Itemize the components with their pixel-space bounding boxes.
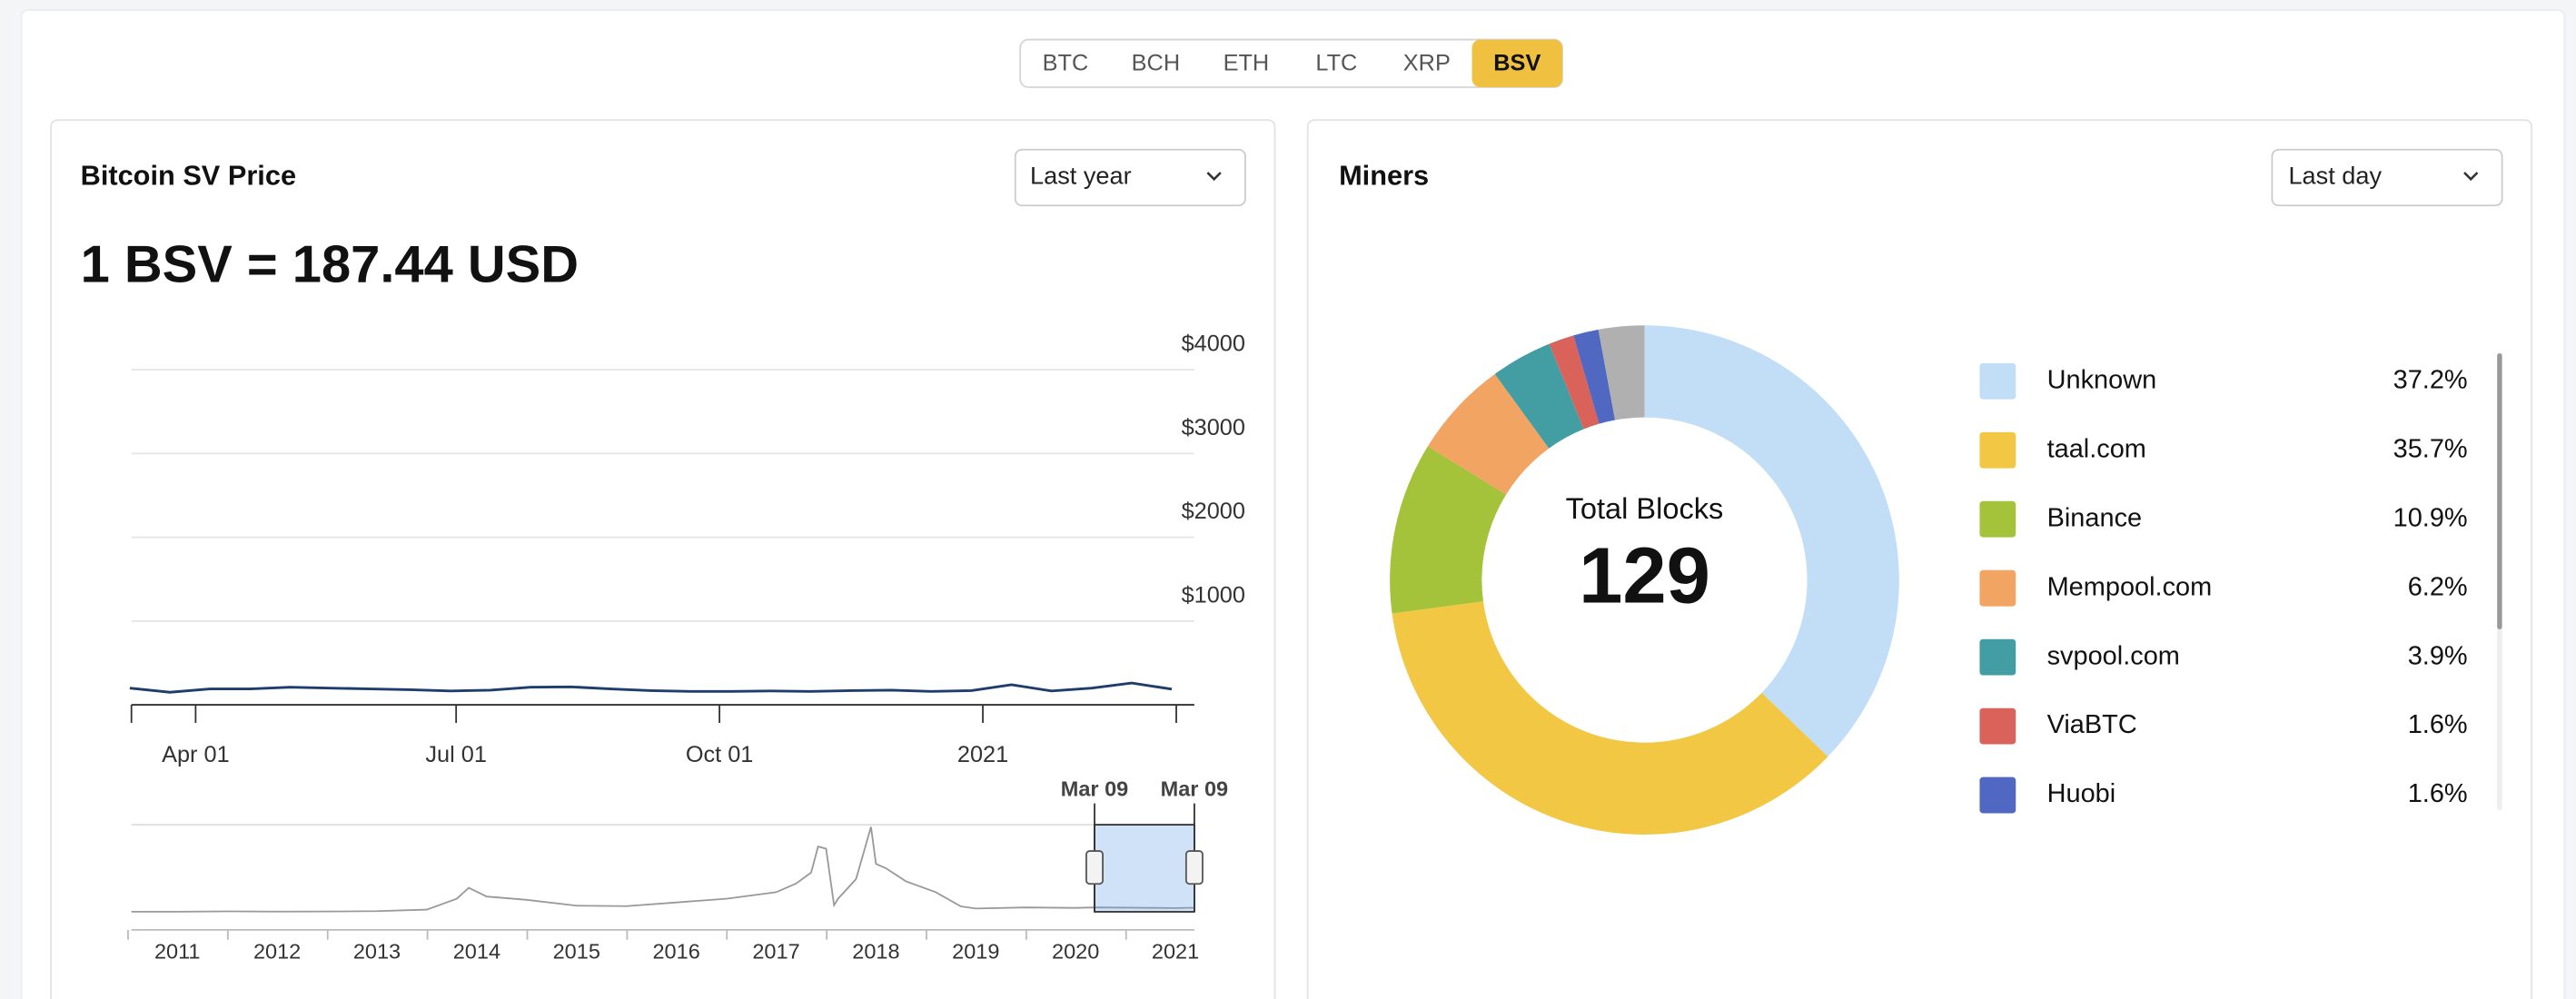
legend-swatch [1979, 638, 2016, 676]
x-tick-label: Oct 01 [686, 742, 754, 767]
dropdown-label[interactable]: Last day [2288, 162, 2382, 190]
legend-value: 35.7% [2393, 434, 2468, 463]
legend-swatch [1979, 431, 2016, 469]
legend-value: 37.2% [2393, 365, 2468, 394]
donut-slice [1392, 601, 1828, 835]
tab[interactable]: BTC [1043, 50, 1089, 75]
nav-tick-label: 2020 [1052, 939, 1099, 963]
legend-swatch [1979, 776, 2016, 814]
nav-tick-label: 2011 [154, 939, 201, 963]
y-tick-label: $1000 [1182, 582, 1245, 608]
donut-slice [1598, 325, 1645, 420]
tab[interactable]: XRP [1403, 50, 1451, 75]
miners-card [1306, 119, 2533, 999]
chevron[interactable] [2463, 172, 2479, 182]
donut-slice [1494, 343, 1584, 449]
handle[interactable] [1085, 850, 1104, 885]
selection-label: Mar 09 [1161, 776, 1228, 800]
legend-label: Mempool.com [2047, 572, 2213, 601]
nav-tick-label: 2012 [253, 939, 301, 963]
nav-tick-label: 2018 [852, 939, 899, 963]
dropdown-label[interactable]: Last year [1030, 162, 1132, 190]
legend: Unknown 37.2% taal.com 35.7% Binance 10.9% Mem… [1979, 362, 2468, 814]
legend-value: 3.9% [2408, 641, 2468, 670]
nav-tick-label: 2019 [952, 939, 999, 963]
legend-swatch [1979, 569, 2016, 607]
y-tick-label: $2000 [1182, 499, 1245, 524]
price: 1 BSV = 187.44 USD [81, 235, 579, 293]
nav-tick-label: 2021 [1152, 939, 1199, 963]
chevron[interactable] [1206, 172, 1222, 182]
donut-chart [1390, 325, 1899, 835]
legend-value: 1.6% [2408, 710, 2468, 739]
donut-slice [1644, 325, 1899, 757]
legend-value: 6.2% [2408, 572, 2468, 601]
legend-value: 1.6% [2408, 779, 2468, 808]
navigator: 2011 2012 2013 2014 2015 2016 2017 2018 2019 2020… [127, 776, 1228, 963]
nav-tick-label: 2017 [752, 939, 799, 963]
legend-label: Unknown [2047, 365, 2157, 394]
legend-label: taal.com [2047, 434, 2146, 463]
legend-swatch [1979, 500, 2016, 538]
legend-label: Huobi [2047, 779, 2116, 808]
center-label: Total Blocks [1566, 492, 1724, 525]
selection[interactable] [1094, 824, 1195, 913]
donut-slice [1573, 329, 1616, 424]
x-tick-label: Apr 01 [162, 742, 230, 767]
tab[interactable]: BCH [1132, 50, 1180, 75]
donut-slice [1390, 446, 1507, 614]
nav-tick-label: 2014 [453, 939, 500, 963]
legend-label: svpool.com [2047, 641, 2180, 670]
nav-tick-label: 2013 [353, 939, 401, 963]
card-title: Bitcoin SV Price [81, 160, 296, 192]
price-card [50, 119, 1276, 999]
tab-bar: BTC BCH ETH LTC XRP BSV [1019, 38, 1563, 88]
y-tick-label: $4000 [1182, 331, 1245, 357]
tab[interactable]: ETH [1224, 50, 1270, 75]
donut-slice [1549, 335, 1600, 430]
tab[interactable]: LTC [1315, 50, 1357, 75]
center-total: 129 [1579, 531, 1710, 619]
nav-tick-label: 2015 [553, 939, 600, 963]
x-tick-label: Jul 01 [425, 742, 487, 767]
selection-label: Mar 09 [1061, 776, 1128, 800]
legend-swatch [1979, 362, 2016, 400]
card-title: Miners [1339, 160, 1429, 192]
scroll-thumb[interactable] [2497, 353, 2502, 629]
dropdown-box[interactable] [1014, 148, 1246, 207]
nav-tick-label: 2016 [652, 939, 699, 963]
donut-slice [1427, 373, 1550, 495]
period-dropdown[interactable]: Last day [2271, 148, 2503, 207]
period-dropdown[interactable]: Last year [1014, 148, 1246, 207]
price-chart: $1000 $2000 $3000 $4000 Apr 01 Jul 01 Oct 01 20… [129, 331, 1245, 767]
nav-line [131, 826, 1194, 913]
legend-swatch [1979, 707, 2016, 745]
tab-active[interactable] [1471, 39, 1563, 88]
legend-value: 10.9% [2393, 503, 2468, 532]
price-line [129, 681, 1173, 694]
tab[interactable]: BSV [1493, 50, 1541, 75]
y-tick-label: $3000 [1182, 415, 1245, 440]
handle[interactable] [1184, 850, 1204, 885]
legend-label: Binance [2047, 503, 2143, 532]
dropdown-box[interactable] [2271, 148, 2503, 207]
legend-label: ViaBTC [2047, 710, 2137, 739]
x-tick-label: 2021 [957, 742, 1008, 767]
